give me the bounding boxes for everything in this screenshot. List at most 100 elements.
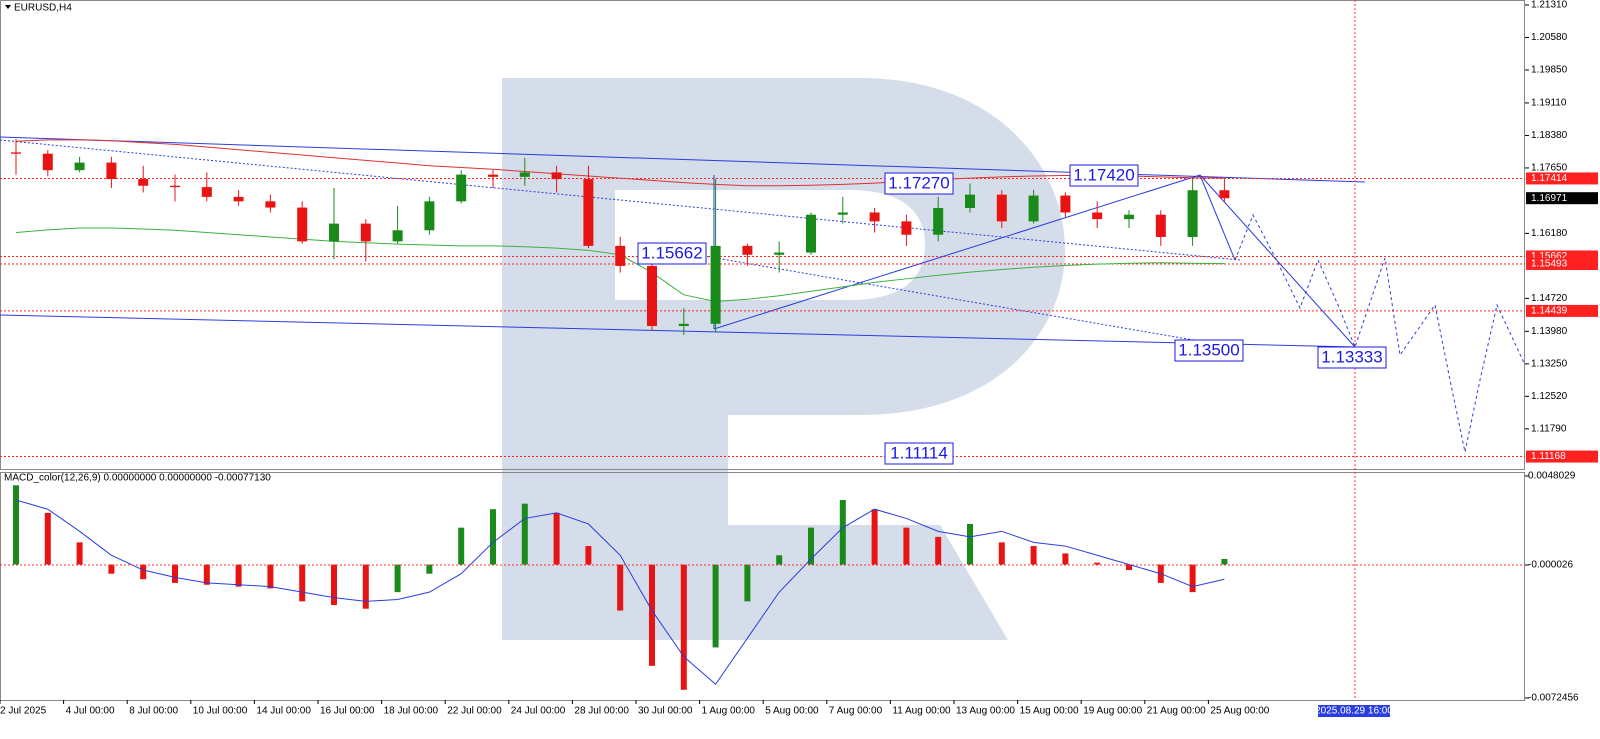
candle-body [806,214,816,253]
macd-title: MACD_color(12,26,9) 0.00000000 0.0000000… [4,473,271,484]
macd-bar [935,536,942,565]
menu-icon [5,5,11,9]
macd-y-tick-label: -0.0072456 [1528,693,1579,704]
chart-title: EURUSD,H4 [14,3,72,14]
candle-body [456,174,467,202]
candle-body [201,187,212,197]
candle-body [933,208,944,235]
macd-bar [744,564,751,602]
macd-bar [172,564,178,583]
candle-body [869,212,880,222]
current-price-box [1526,192,1598,205]
watermark-leg [728,525,1008,640]
y-tick-label: 1.17650 [1531,163,1568,174]
candle-body [996,194,1007,222]
y-tick-label: 1.16180 [1531,228,1568,239]
macd-bar [426,564,433,574]
y-tick-label: 1.19850 [1531,65,1568,76]
macd-bar [903,527,910,565]
macd-bar [712,564,719,648]
macd-y-tick-label: 0.0048029 [1528,471,1576,482]
level-label-box [1526,304,1598,317]
forecast-path [1234,213,1526,453]
x-tick-label: 19 Aug 00:00 [1083,706,1142,717]
macd-bar [140,564,147,580]
level-label: 1.15493 [1531,259,1568,270]
candle-body [742,245,753,255]
annotation: 1.13333 [1321,347,1382,366]
macd-bar [44,512,51,565]
annotation: 1.17270 [888,173,949,192]
annotation-box [1174,339,1244,362]
x-tick-label: 8 Jul 00:00 [129,706,178,717]
y-tick-label: 1.11790 [1531,424,1567,435]
annotation-box [637,242,707,265]
wave-line [1199,174,1236,261]
candle-body [297,207,308,242]
candle-body [1155,214,1166,237]
level-label-box [1526,257,1598,270]
forecast-time: 2025.08.29 16:00 [1315,706,1393,717]
candle-body [710,245,721,324]
candle-body [551,172,562,180]
candle-body [774,252,785,255]
macd-bar [1126,564,1132,571]
candle-body [106,162,117,180]
candle-body [1187,190,1198,237]
macd-bar [331,564,337,606]
candle-body [74,162,85,171]
macd-bar [808,527,814,565]
macd-bar [299,564,306,602]
y-tick-label: 1.19110 [1531,98,1567,109]
candle-body [1028,195,1039,222]
macd-bar [967,523,973,565]
x-tick-label: 24 Jul 00:00 [511,706,566,717]
x-tick-label: 16 Jul 00:00 [320,706,375,717]
x-tick-label: 15 Aug 00:00 [1020,706,1079,717]
macd-bar [108,564,115,574]
annotation: 1.15662 [641,243,702,262]
level-label: 1.17414 [1531,173,1568,184]
macd-bar [1094,562,1101,565]
candle-body [42,153,53,171]
current-price-label: 1.16971 [1531,193,1568,204]
y-tick-label: 1.13980 [1531,326,1568,337]
macd-bar [490,509,496,565]
candle-body [615,245,626,266]
y-tick-label: 1.18380 [1531,130,1568,141]
candle-body [1060,195,1071,213]
macd-bar [585,546,592,565]
macd-bar [203,564,210,585]
x-tick-label: 14 Jul 00:00 [256,706,311,717]
candle-body [965,194,975,209]
macd-bar [1062,553,1069,565]
macd-bar [680,564,687,690]
level-label-box [1526,450,1598,463]
macd-panel-frame [0,472,1525,701]
x-tick-label: 18 Jul 00:00 [384,706,439,717]
level-label: 1.14439 [1531,306,1568,317]
macd-bar [394,564,401,593]
candle-body [392,230,403,242]
macd-bar [13,485,19,565]
candle-body [901,221,912,235]
candle-body [488,174,498,177]
annotation: 1.13500 [1178,340,1239,359]
annotation: 1.17420 [1073,165,1134,184]
macd-bar [235,564,242,587]
x-tick-label: 4 Jul 00:00 [66,706,115,717]
macd-signal [15,499,1225,686]
annotation-box [884,172,954,195]
candle-body [1092,212,1103,220]
x-tick-label: 25 Aug 00:00 [1210,706,1269,717]
macd-bar [458,527,465,565]
macd-bar [1221,558,1228,565]
candle-body [1219,190,1230,199]
annotation-box [1317,346,1387,369]
macd-bar [553,512,560,565]
macd-bar [617,564,624,611]
trendline [639,244,1241,349]
candle-body [233,196,244,202]
macd-bar [1189,564,1196,593]
